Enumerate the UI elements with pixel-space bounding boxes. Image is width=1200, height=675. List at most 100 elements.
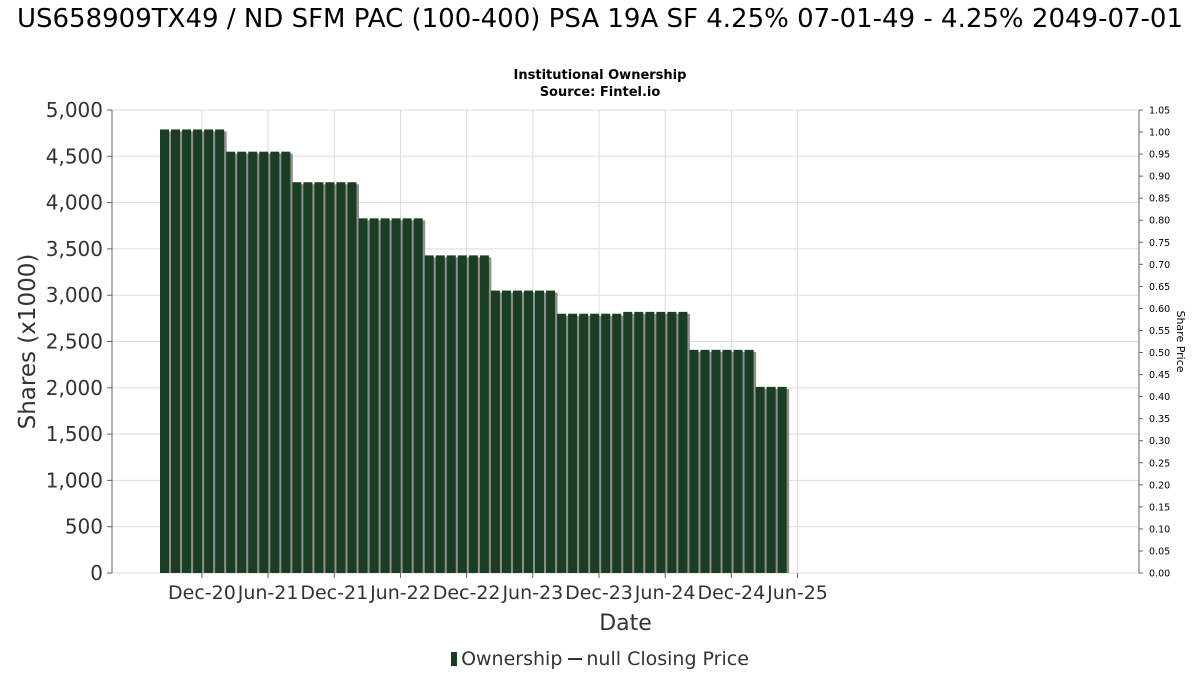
y-tick-label: 3,500 <box>46 237 103 261</box>
x-tick-label: Jun-22 <box>369 582 431 604</box>
ownership-swatch <box>451 652 458 666</box>
bar <box>667 311 677 573</box>
legend: Ownership null Closing Price <box>0 648 1200 670</box>
bar <box>678 311 688 573</box>
y-tick-label: 2,000 <box>46 376 103 400</box>
bar <box>314 182 324 573</box>
y-tick-label: 1,000 <box>46 468 103 492</box>
bar <box>215 129 225 574</box>
bar <box>380 218 390 574</box>
y2-tick-label: 0.05 <box>1149 546 1170 557</box>
y2-axis-title: Share Price <box>1174 310 1187 372</box>
bar <box>226 151 236 574</box>
y2-tick-label: 0.55 <box>1149 326 1170 337</box>
bar <box>512 290 522 573</box>
bar <box>457 255 467 573</box>
bar <box>700 349 710 573</box>
y-tick-label: 1,500 <box>46 422 103 446</box>
bar <box>391 218 401 574</box>
y2-tick-label: 0.60 <box>1149 304 1170 315</box>
x-tick-label: Jun-23 <box>501 582 563 604</box>
bar <box>546 290 556 573</box>
y2-tick-label: 0.15 <box>1149 502 1170 513</box>
y2-tick-label: 0.90 <box>1149 172 1170 183</box>
bar <box>733 349 743 573</box>
y2-tick-label: 0.35 <box>1149 414 1170 425</box>
bar <box>248 151 258 574</box>
x-tick-label: Dec-21 <box>300 582 368 604</box>
y2-tick-label: 0.10 <box>1149 524 1170 535</box>
bar <box>468 255 478 573</box>
y-tick-label: 4,000 <box>46 191 103 215</box>
y2-tick-label: 1.00 <box>1149 128 1170 139</box>
x-tick-label: Jun-24 <box>634 582 696 604</box>
bar <box>413 218 423 574</box>
legend-price: null Closing Price <box>586 648 749 670</box>
bar <box>237 151 247 574</box>
bar <box>523 290 533 573</box>
bar <box>501 290 511 573</box>
bar <box>722 349 732 573</box>
y2-tick-label: 0.65 <box>1149 282 1170 293</box>
bar <box>193 129 203 574</box>
bar <box>612 313 622 573</box>
y2-tick-label: 0.25 <box>1149 458 1170 469</box>
bar <box>656 311 666 573</box>
y2-tick-label: 0.70 <box>1149 260 1170 271</box>
y-tick-label: 500 <box>65 515 103 539</box>
bar <box>204 129 214 574</box>
bar <box>744 349 754 573</box>
y-tick-label: 0 <box>90 561 103 585</box>
bar <box>557 313 567 573</box>
bar <box>182 129 192 574</box>
bar <box>590 313 600 573</box>
bar <box>435 255 445 573</box>
x-tick-label: Dec-20 <box>168 582 236 604</box>
chart-subtitle: Institutional Ownership <box>513 68 687 83</box>
y2-tick-label: 0.00 <box>1149 569 1170 580</box>
bar <box>479 255 489 573</box>
bar <box>325 182 335 573</box>
bar <box>446 255 456 573</box>
chart-source: Source: Fintel.io <box>539 85 661 100</box>
y2-tick-label: 1.05 <box>1149 106 1170 117</box>
y2-tick-label: 0.50 <box>1149 348 1170 359</box>
chart-title: US658909TX49 / ND SFM PAC (100-400) PSA … <box>16 4 1183 34</box>
bar <box>303 182 313 573</box>
bar <box>336 182 346 573</box>
bar <box>579 313 589 573</box>
y2-tick-label: 0.95 <box>1149 150 1170 161</box>
y-tick-label: 3,000 <box>46 283 103 307</box>
bar <box>634 311 644 573</box>
x-tick-label: Dec-23 <box>565 582 633 604</box>
y2-tick-label: 0.75 <box>1149 238 1170 249</box>
legend-ownership: Ownership <box>461 648 563 670</box>
bar <box>711 349 721 573</box>
bar <box>347 182 357 573</box>
bar <box>689 349 699 573</box>
bar <box>292 182 302 573</box>
y-tick-label: 4,500 <box>46 144 103 168</box>
y2-tick-label: 0.20 <box>1149 480 1170 491</box>
bar <box>490 290 500 573</box>
bar <box>358 218 368 574</box>
bar <box>535 290 545 573</box>
bar <box>568 313 578 573</box>
bar <box>645 311 655 573</box>
x-tick-label: Jun-25 <box>766 582 828 604</box>
bar <box>601 313 611 573</box>
price-line-swatch <box>568 658 583 660</box>
bar <box>369 218 379 574</box>
x-tick-label: Dec-24 <box>697 582 765 604</box>
y-tick-label: 2,500 <box>46 330 103 354</box>
x-tick-label: Dec-22 <box>433 582 501 604</box>
bar <box>766 386 776 573</box>
y2-tick-label: 0.85 <box>1149 194 1170 205</box>
x-axis-title: Date <box>599 611 652 636</box>
bar <box>270 151 280 574</box>
y-tick-label: 5,000 <box>46 98 103 122</box>
bar <box>777 386 787 573</box>
y2-tick-label: 0.40 <box>1149 392 1170 403</box>
bar <box>623 311 633 573</box>
